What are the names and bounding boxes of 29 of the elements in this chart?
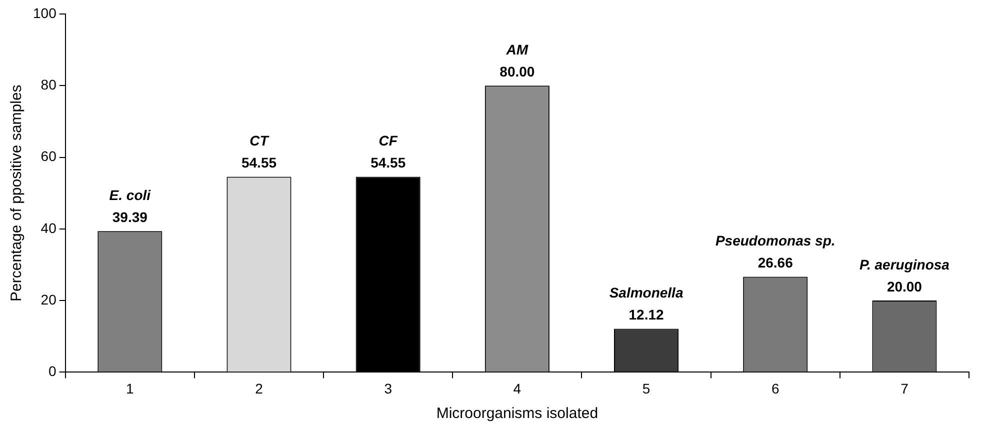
y-axis-title: Percentage of ppositive samples: [8, 84, 26, 302]
x-tick-label: 6: [771, 380, 780, 396]
data-label: 20.00: [886, 278, 922, 294]
x-axis-title: Microorganisms isolated: [436, 405, 598, 422]
annotation: E. coli: [109, 186, 152, 203]
annotation: CT: [250, 132, 270, 149]
y-tick-label: 80: [40, 76, 57, 92]
annotation: Pseudomonas sp.: [715, 232, 836, 249]
y-tick-label: 20: [40, 291, 57, 308]
x-tick-label: 7: [900, 380, 909, 396]
x-tick-label: 3: [384, 380, 392, 396]
y-tick-label: 100: [33, 4, 57, 21]
x-tick-label: 1: [126, 380, 134, 396]
data-label: 54.55: [370, 154, 406, 171]
x-tick-label: 2: [255, 380, 264, 396]
y-tick-label: 40: [40, 220, 57, 236]
data-label: 80.00: [500, 64, 535, 80]
annotation: CF: [378, 132, 398, 149]
annotation: AM: [505, 42, 528, 58]
y-tick-label: 0: [48, 363, 57, 380]
data-label: 26.66: [758, 254, 794, 271]
data-label: 39.39: [112, 208, 148, 225]
annotation: Salmonella: [609, 284, 684, 301]
data-label: 12.12: [628, 306, 664, 323]
x-tick-label: 4: [513, 380, 522, 396]
annotation: P. aeruginosa: [859, 256, 950, 272]
data-label: 54.55: [241, 154, 277, 171]
x-tick-label: 5: [642, 380, 650, 396]
y-tick-label: 60: [40, 148, 57, 164]
